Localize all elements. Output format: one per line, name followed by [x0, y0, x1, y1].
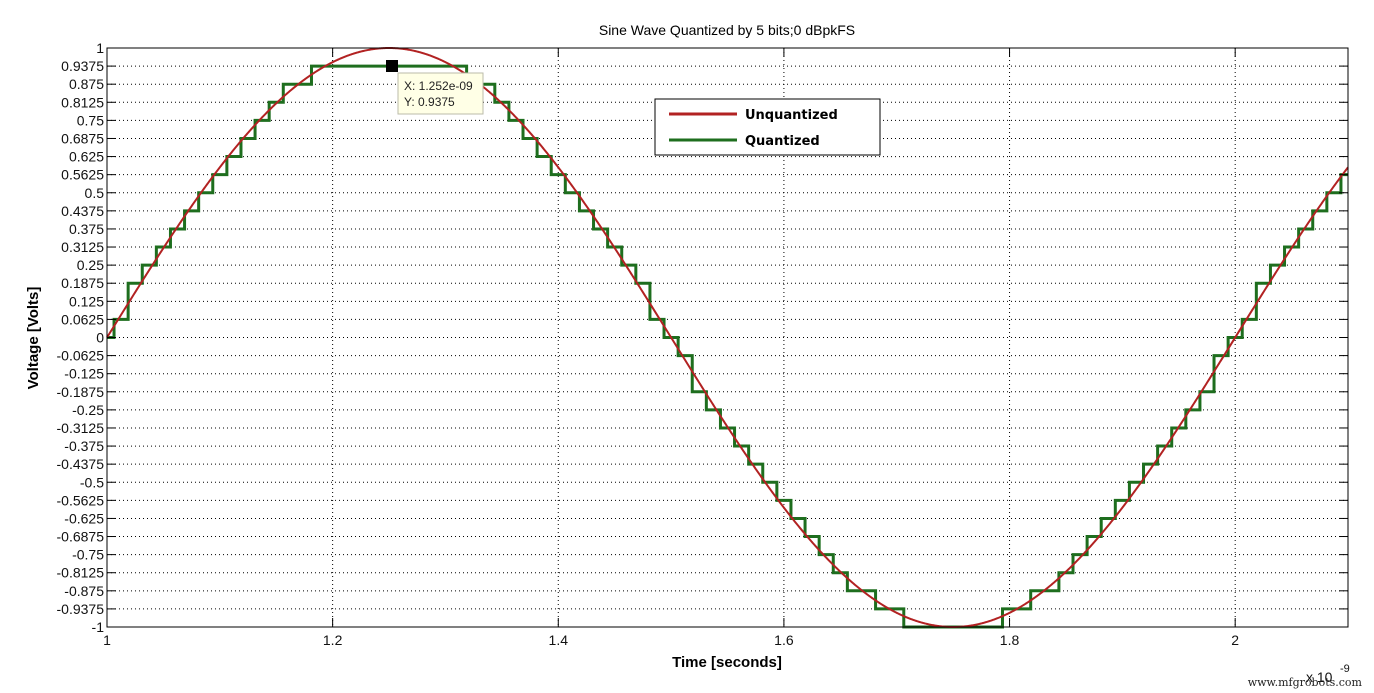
y-tick-label: -0.6875	[57, 529, 105, 545]
datatip-box	[397, 72, 484, 115]
y-tick-label: 0.9375	[61, 58, 104, 74]
y-tick-label: 0.625	[69, 149, 104, 165]
x-tick-labels: 1 1.2 1.4 1.6 1.8 2	[103, 632, 1239, 648]
y-tick-label: 0.875	[69, 76, 104, 92]
y-tick-label: 0.5625	[61, 167, 104, 183]
x-exponent-base: x 10	[1306, 669, 1333, 685]
datatip[interactable]: X: 1.252e-09 Y: 0.9375	[386, 60, 484, 115]
y-tick-labels: 1 0.9375 0.875 0.8125 0.75 0.6875 0.625 0.5625 0…	[57, 40, 105, 635]
y-tick-label: 0.375	[69, 221, 104, 237]
axis-ticks	[106, 47, 1348, 628]
x-tick-label: 2	[1231, 632, 1239, 648]
x-tick-label: 1.8	[1000, 632, 1020, 648]
y-tick-label: 0.125	[69, 293, 104, 309]
y-tick-label: 1	[96, 40, 104, 56]
x-exponent: x 10 -9	[1306, 663, 1350, 685]
y-tick-label: -0.75	[72, 547, 104, 563]
y-tick-label: 0.75	[77, 112, 104, 128]
y-tick-label: -0.5	[80, 474, 104, 490]
y-tick-label: 0.8125	[61, 94, 104, 110]
y-tick-label: -0.8125	[57, 565, 105, 581]
y-tick-label: -0.4375	[57, 456, 105, 472]
y-tick-label: 0.0625	[61, 311, 104, 327]
y-tick-label: 0.6875	[61, 130, 104, 146]
y-tick-label: 0.25	[77, 257, 104, 273]
y-tick-label: -0.3125	[57, 420, 105, 436]
y-tick-label: 0.5	[85, 185, 105, 201]
y-tick-label: 0.4375	[61, 203, 104, 219]
y-axis-label: Voltage [Volts]	[25, 287, 42, 390]
x-tick-label: 1	[103, 632, 111, 648]
datatip-x: X: 1.252e-09	[404, 79, 473, 93]
y-tick-label: -1	[92, 619, 105, 635]
y-tick-label: -0.0625	[57, 348, 105, 364]
watermark: www.mfgrobots.com	[1247, 676, 1362, 689]
legend-label-quantized: Quantized	[745, 134, 820, 149]
datatip-y: Y: 0.9375	[404, 95, 455, 109]
x-tick-label: 1.4	[549, 632, 569, 648]
plot-curves	[106, 47, 1349, 629]
y-tick-label: -0.625	[64, 510, 104, 526]
y-tick-label: -0.375	[64, 438, 104, 454]
y-tick-label: -0.125	[64, 366, 104, 382]
y-tick-label: 0	[96, 330, 104, 346]
y-tick-label: -0.9375	[57, 601, 105, 617]
y-tick-label: -0.25	[72, 402, 104, 418]
legend-label-unquantized: Unquantized	[745, 108, 838, 123]
series-unquantized	[106, 47, 1349, 628]
legend-box	[654, 98, 881, 156]
y-tick-label: -0.875	[64, 583, 104, 599]
legend[interactable]: Unquantized Quantized	[654, 98, 881, 156]
chart-title: Sine Wave Quantized by 5 bits;0 dBpkFS	[599, 22, 855, 38]
y-tick-label: 0.3125	[61, 239, 104, 255]
y-tick-label: 0.1875	[61, 275, 104, 291]
datatip-marker[interactable]	[386, 60, 398, 72]
x-exponent-power: -9	[1340, 663, 1350, 675]
x-tick-label: 1.6	[774, 632, 794, 648]
y-tick-label: -0.5625	[57, 492, 105, 508]
x-axis-label: Time [seconds]	[672, 654, 782, 671]
x-tick-label: 1.2	[323, 632, 343, 648]
y-tick-label: -0.1875	[57, 384, 105, 400]
